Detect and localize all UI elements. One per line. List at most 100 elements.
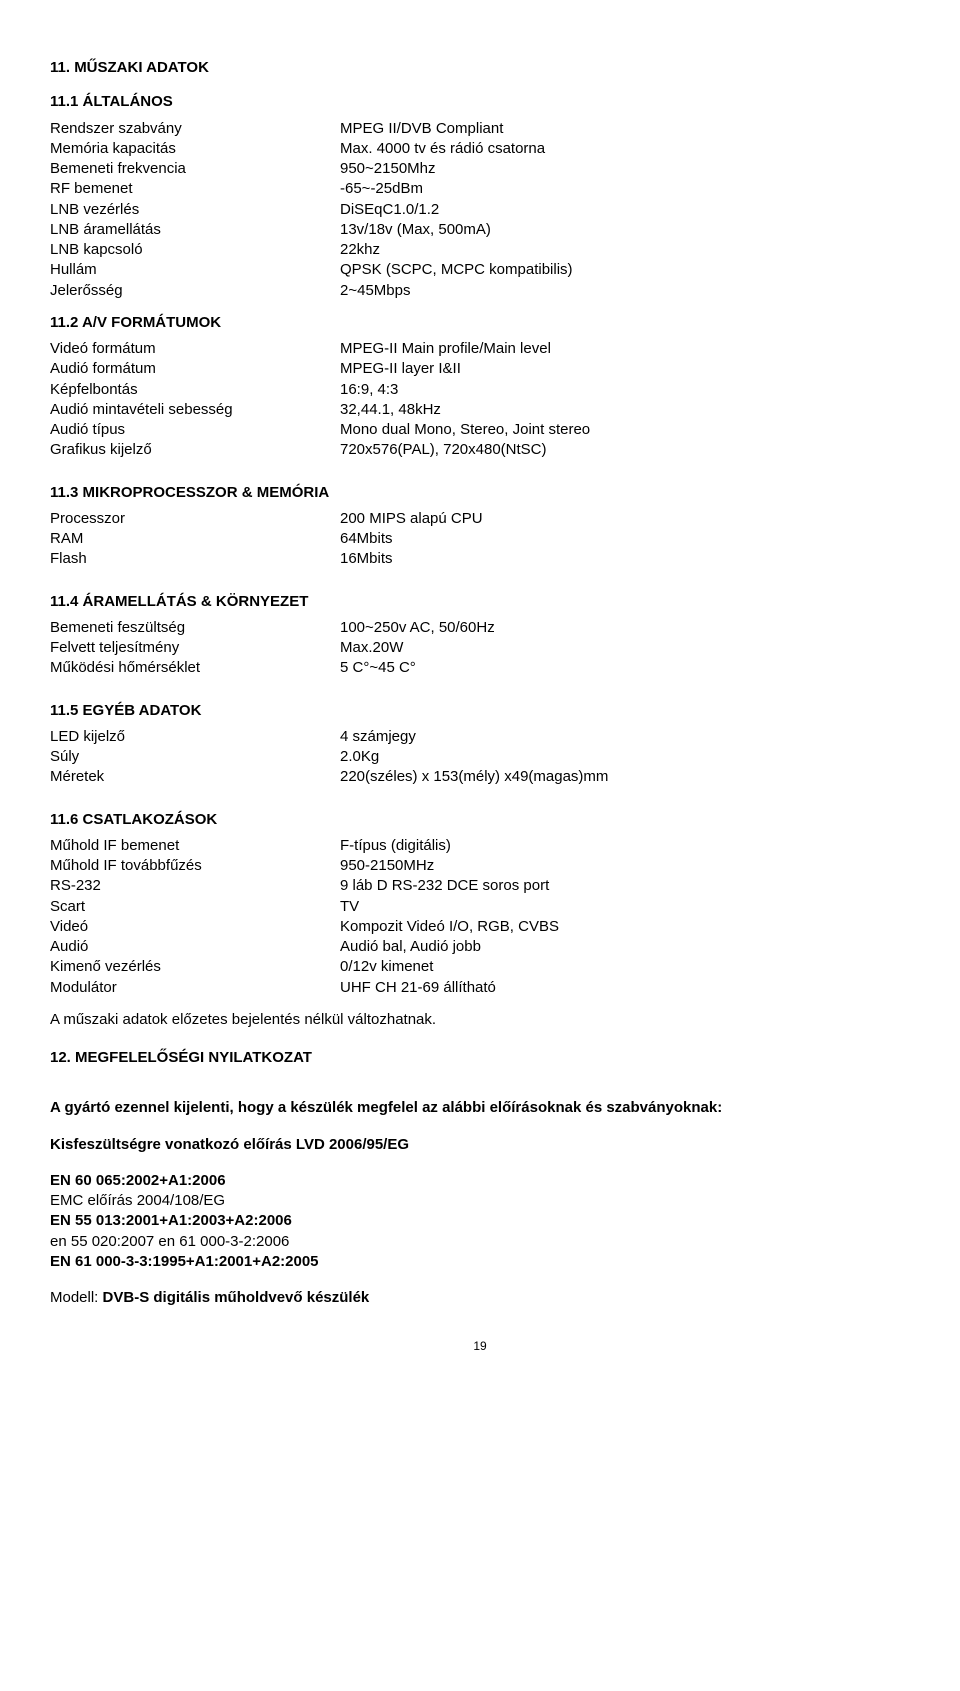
spec-label: LNB kapcsoló <box>50 240 340 260</box>
spec-row: Műhold IF bemenetF-típus (digitális) <box>50 836 910 856</box>
spec-value: 16:9, 4:3 <box>340 380 910 400</box>
spec-row: Grafikus kijelző720x576(PAL), 720x480(Nt… <box>50 440 910 460</box>
spec-label: Videó <box>50 917 340 937</box>
spec-label: LED kijelző <box>50 727 340 747</box>
spec-row: RF bemenet-65~-25dBm <box>50 179 910 199</box>
spec-label: Kimenő vezérlés <box>50 957 340 977</box>
spec-row: Működési hőmérséklet5 C°~45 C° <box>50 658 910 678</box>
spec-change-note: A műszaki adatok előzetes bejelentés nél… <box>50 1010 910 1030</box>
spec-row: Képfelbontás16:9, 4:3 <box>50 380 910 400</box>
spec-row: ScartTV <box>50 897 910 917</box>
spec-row: Audió formátumMPEG-II layer I&II <box>50 359 910 379</box>
spec-label: RAM <box>50 529 340 549</box>
spec-label: Működési hőmérséklet <box>50 658 340 678</box>
spec-value: QPSK (SCPC, MCPC kompatibilis) <box>340 260 910 280</box>
spec-label: Hullám <box>50 260 340 280</box>
spec-value: 64Mbits <box>340 529 910 549</box>
spec-label: Processzor <box>50 509 340 529</box>
spec-label: LNB vezérlés <box>50 200 340 220</box>
section-11-1-title: 11.1 ÁLTALÁNOS <box>50 92 910 112</box>
section-12-title: 12. MEGFELELŐSÉGI NYILATKOZAT <box>50 1048 910 1068</box>
spec-value: MPEG-II Main profile/Main level <box>340 339 910 359</box>
spec-row: Műhold IF továbbfűzés950-2150MHz <box>50 856 910 876</box>
section-11-3-title: 11.3 MIKROPROCESSZOR & MEMÓRIA <box>50 483 910 503</box>
spec-row: ModulátorUHF CH 21-69 állítható <box>50 978 910 998</box>
spec-label: RF bemenet <box>50 179 340 199</box>
standard-line: EMC előírás 2004/108/EG <box>50 1191 910 1211</box>
spec-row: Audió típusMono dual Mono, Stereo, Joint… <box>50 420 910 440</box>
spec-value: 4 számjegy <box>340 727 910 747</box>
spec-value: 0/12v kimenet <box>340 957 910 977</box>
model-value: DVB-S digitális műholdvevő készülék <box>103 1289 370 1306</box>
spec-label: Modulátor <box>50 978 340 998</box>
spec-label: Jelerősség <box>50 281 340 301</box>
spec-label: Bemeneti feszültség <box>50 618 340 638</box>
spec-label: Méretek <box>50 767 340 787</box>
spec-list-other: LED kijelző4 számjegySúly2.0KgMéretek220… <box>50 727 910 788</box>
spec-value: TV <box>340 897 910 917</box>
spec-label: Műhold IF továbbfűzés <box>50 856 340 876</box>
standards-list: EN 60 065:2002+A1:2006EMC előírás 2004/1… <box>50 1171 910 1272</box>
spec-label: Műhold IF bemenet <box>50 836 340 856</box>
spec-value: UHF CH 21-69 állítható <box>340 978 910 998</box>
model-prefix: Modell: <box>50 1289 103 1306</box>
spec-value: 950-2150MHz <box>340 856 910 876</box>
spec-row: VideóKompozit Videó I/O, RGB, CVBS <box>50 917 910 937</box>
spec-label: Bemeneti frekvencia <box>50 159 340 179</box>
spec-row: Processzor200 MIPS alapú CPU <box>50 509 910 529</box>
spec-row: LED kijelző4 számjegy <box>50 727 910 747</box>
lvd-title: Kisfeszültségre vonatkozó előírás LVD 20… <box>50 1135 910 1155</box>
spec-label: Videó formátum <box>50 339 340 359</box>
page-number: 19 <box>50 1338 910 1354</box>
spec-value: DiSEqC1.0/1.2 <box>340 200 910 220</box>
spec-label: Memória kapacitás <box>50 139 340 159</box>
spec-value: MPEG II/DVB Compliant <box>340 119 910 139</box>
spec-value: 720x576(PAL), 720x480(NtSC) <box>340 440 910 460</box>
spec-row: Jelerősség2~45Mbps <box>50 281 910 301</box>
spec-row: Bemeneti frekvencia950~2150Mhz <box>50 159 910 179</box>
spec-value: MPEG-II layer I&II <box>340 359 910 379</box>
spec-value: 2~45Mbps <box>340 281 910 301</box>
spec-value: Max. 4000 tv és rádió csatorna <box>340 139 910 159</box>
spec-row: Kimenő vezérlés0/12v kimenet <box>50 957 910 977</box>
spec-row: Flash16Mbits <box>50 549 910 569</box>
spec-value: 13v/18v (Max, 500mA) <box>340 220 910 240</box>
section-11-2-title: 11.2 A/V FORMÁTUMOK <box>50 313 910 333</box>
document-page: 11. MŰSZAKI ADATOK 11.1 ÁLTALÁNOS Rendsz… <box>0 0 960 1384</box>
spec-list-cpu: Processzor200 MIPS alapú CPURAM64MbitsFl… <box>50 509 910 570</box>
spec-row: Bemeneti feszültség100~250v AC, 50/60Hz <box>50 618 910 638</box>
spec-value: Kompozit Videó I/O, RGB, CVBS <box>340 917 910 937</box>
spec-value: F-típus (digitális) <box>340 836 910 856</box>
standard-line: EN 60 065:2002+A1:2006 <box>50 1171 910 1191</box>
spec-row: Súly2.0Kg <box>50 747 910 767</box>
spec-row: AudióAudió bal, Audió jobb <box>50 937 910 957</box>
spec-list-power: Bemeneti feszültség100~250v AC, 50/60HzF… <box>50 618 910 679</box>
standard-line: EN 61 000-3-3:1995+A1:2001+A2:2005 <box>50 1252 910 1272</box>
spec-row: LNB kapcsoló22khz <box>50 240 910 260</box>
spec-label: Felvett teljesítmény <box>50 638 340 658</box>
spec-label: Audió típus <box>50 420 340 440</box>
spec-label: Audió formátum <box>50 359 340 379</box>
spec-row: LNB vezérlésDiSEqC1.0/1.2 <box>50 200 910 220</box>
model-line: Modell: DVB-S digitális műholdvevő készü… <box>50 1288 910 1308</box>
standard-line: EN 55 013:2001+A1:2003+A2:2006 <box>50 1211 910 1231</box>
spec-value: 16Mbits <box>340 549 910 569</box>
spec-label: Képfelbontás <box>50 380 340 400</box>
spec-value: 9 láb D RS-232 DCE soros port <box>340 876 910 896</box>
spec-list-av: Videó formátumMPEG-II Main profile/Main … <box>50 339 910 461</box>
spec-value: 200 MIPS alapú CPU <box>340 509 910 529</box>
spec-label: LNB áramellátás <box>50 220 340 240</box>
spec-label: Audió mintavételi sebesség <box>50 400 340 420</box>
spec-row: RAM64Mbits <box>50 529 910 549</box>
spec-value: 32,44.1, 48kHz <box>340 400 910 420</box>
standard-line: en 55 020:2007 en 61 000-3-2:2006 <box>50 1232 910 1252</box>
section-11-5-title: 11.5 EGYÉB ADATOK <box>50 701 910 721</box>
spec-value: 100~250v AC, 50/60Hz <box>340 618 910 638</box>
spec-value: Max.20W <box>340 638 910 658</box>
spec-label: RS-232 <box>50 876 340 896</box>
section-11-6-title: 11.6 CSATLAKOZÁSOK <box>50 810 910 830</box>
spec-row: Rendszer szabványMPEG II/DVB Compliant <box>50 119 910 139</box>
spec-row: RS-2329 láb D RS-232 DCE soros port <box>50 876 910 896</box>
spec-label: Audió <box>50 937 340 957</box>
spec-label: Súly <box>50 747 340 767</box>
